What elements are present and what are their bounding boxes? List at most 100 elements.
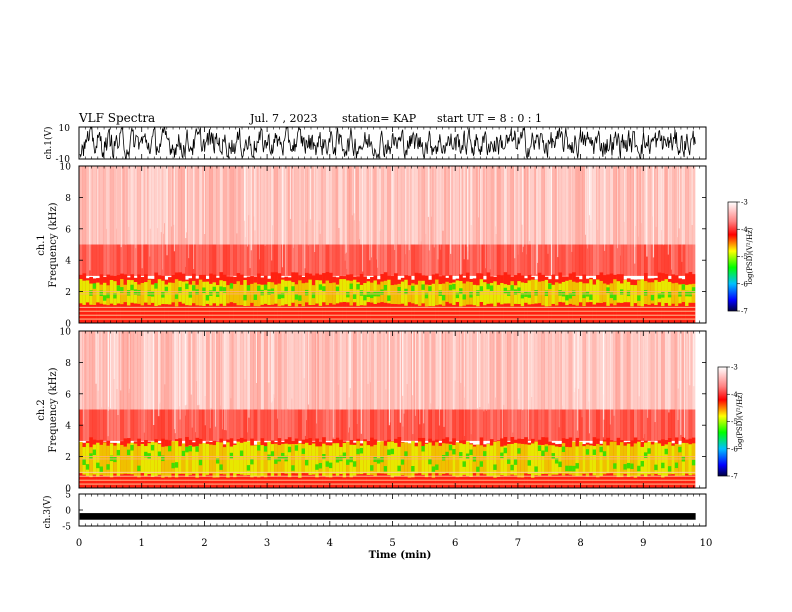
spectrogram-cell [315,446,319,478]
spectrogram-cell [267,409,272,441]
spectrogram-cell [318,284,323,290]
spectrogram-blank [695,331,706,488]
spectrogram-cell [589,279,593,303]
spectrogram-cell [459,452,463,458]
spectrogram-cell [561,244,566,276]
spectrogram-cell [462,244,467,276]
spectrogram-cell [606,409,611,441]
spectrogram-cell [383,244,388,276]
spectrogram-cell [267,244,272,276]
spectrogram-cell [582,292,587,299]
spectrogram-cell [414,409,419,441]
spectrogram-cell [328,166,333,245]
spectrogram-cell [647,244,652,276]
spectrogram-cell [534,290,539,296]
spectrogram-cell [527,460,532,466]
spectrogram-cell [191,285,196,291]
spectrogram-cell [476,466,480,473]
spectrogram-cell [530,166,535,245]
spectrogram-cell [637,465,641,472]
spectrogram-cell [637,280,641,306]
colorbar-tick-label: -7 [741,308,748,316]
spectrogram-cell [339,455,343,462]
spectrogram-cell [380,289,385,295]
spectrogram-cell [400,166,405,245]
spectrogram-cell [626,443,631,478]
spectrogram-cell [507,244,511,276]
spectrogram-cell [212,331,217,410]
spectrogram-cell [520,331,525,410]
spectrogram-cell [465,331,470,410]
spectrogram-cell [630,409,635,441]
spectrogram-cell [541,409,545,441]
spectrogram-cell [640,166,645,245]
spectrogram-cell [263,285,268,304]
spectrogram-cell [537,409,542,441]
spectrogram-cell [257,445,261,451]
spectrogram-cell [363,244,367,276]
spectrogram-cell [257,244,261,276]
spectrogram-cell [96,244,100,276]
spectrogram-cell [602,283,607,303]
spectrogram-cell [674,409,679,441]
spectrogram-cell [102,295,107,301]
spectrogram-cell [342,452,347,459]
spectrogram-cell [513,244,518,276]
spectrogram-cell [435,166,439,245]
spectrogram-cell [164,409,169,441]
spectrogram-cell [431,409,436,441]
spectrogram-cell [407,331,412,410]
spectrogram-cell [596,331,600,410]
spectrogram-cell [548,166,552,245]
spectrogram-cell [82,459,87,465]
spectrogram-cell [397,331,402,410]
spectrogram-cell [643,290,648,296]
spectrogram-cell [349,166,354,245]
spectrogram-cell [304,166,309,245]
spectrogram-cell [616,331,621,410]
spectrogram-cell [150,441,155,478]
spectrogram-cell [298,409,302,441]
spectrogram-cell [195,409,200,441]
spectrogram-cell [157,279,162,306]
spectrogram-cell [161,446,165,478]
spectrogram-cell [592,166,597,245]
spectrogram-cell [349,283,354,290]
spectrogram-cell [161,409,165,441]
spectrogram-cell [424,292,429,299]
spectrogram-cell [335,409,340,441]
spectrogram-cell [359,244,364,276]
spectrogram-cell [465,409,470,441]
spectrogram-cell [106,166,111,245]
spectrogram-cell [222,166,227,245]
spectrogram-cell [483,244,487,276]
spectrogram-cell [404,451,409,457]
spectrogram-cell [229,452,234,459]
spectrogram-cell [202,287,206,293]
spectrogram-cell [137,289,141,296]
spectrogram-cell [161,244,165,276]
spectrogram-cell [277,331,282,410]
spectrogram-cell [397,465,402,472]
spectrogram-cell [188,166,193,245]
spectrogram-cell [554,458,559,464]
spectrogram-cell [496,409,501,441]
spectrogram-cell [161,331,165,410]
spectrogram-cell [346,441,350,474]
spectrogram-cell [191,331,196,410]
spectrogram-cell [650,294,655,301]
spectrogram-cell [342,331,347,410]
spectrogram-cell [116,285,121,291]
spectrogram-cell [613,279,617,306]
spectrogram-cell [164,244,169,276]
spectrogram-cell [120,166,124,245]
spectrogram-cell [630,244,635,276]
spectrogram-cell [681,331,686,410]
spectrogram-cell [195,446,200,478]
spectrogram-cell [551,331,556,410]
spectrogram-cell [304,244,309,276]
spectrogram-cell [267,454,272,461]
spectrogram-cell [459,288,463,294]
spectrogram-cell [483,166,487,245]
spectrogram-cell [89,290,93,296]
